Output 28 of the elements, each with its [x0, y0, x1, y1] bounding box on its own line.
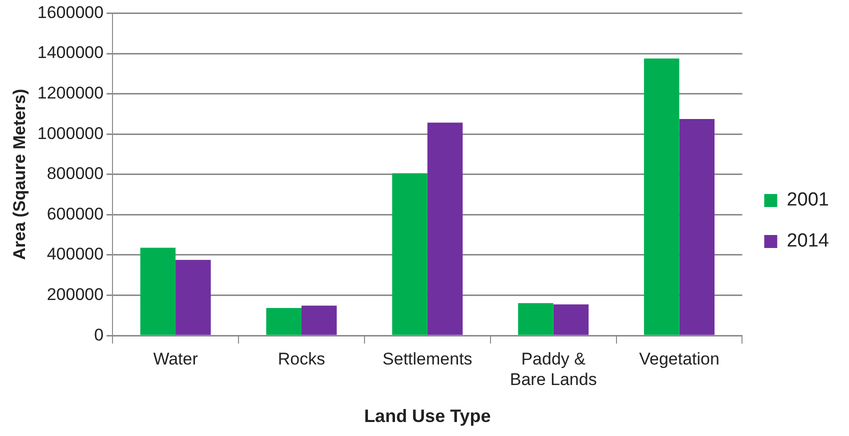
y-tick-label: 200000	[46, 284, 104, 304]
bar	[301, 306, 337, 335]
y-tick-label: 1200000	[37, 83, 104, 102]
y-axis-title: Area (Sqaure Meters)	[10, 88, 29, 260]
bar	[140, 248, 176, 335]
x-tick-label: Settlements	[382, 349, 472, 368]
x-axis-title: Land Use Type	[364, 406, 491, 426]
bar	[553, 304, 589, 335]
y-tick-label: 1400000	[37, 43, 104, 62]
x-tick-label: Water	[153, 349, 198, 368]
bar	[679, 118, 715, 335]
bar	[266, 308, 302, 335]
bar	[176, 260, 211, 335]
bar	[427, 122, 463, 335]
x-tick-label: Paddy & Bare Lands	[510, 349, 597, 389]
y-tick-label: 800000	[46, 164, 104, 184]
y-tick-label: 400000	[46, 244, 104, 264]
legend-label: 2014	[786, 230, 830, 252]
y-tick-label: 1000000	[37, 124, 104, 143]
x-tick-label: Rocks	[278, 349, 326, 368]
y-tick-label: 0	[94, 325, 104, 344]
y-tick-label: 1600000	[37, 2, 104, 22]
legend-label: 2001	[786, 190, 830, 211]
bar	[518, 303, 554, 335]
y-tick-label: 600000	[46, 204, 104, 224]
bar	[644, 58, 680, 335]
bar	[392, 173, 428, 335]
x-tick-label: Vegetation	[639, 349, 720, 368]
